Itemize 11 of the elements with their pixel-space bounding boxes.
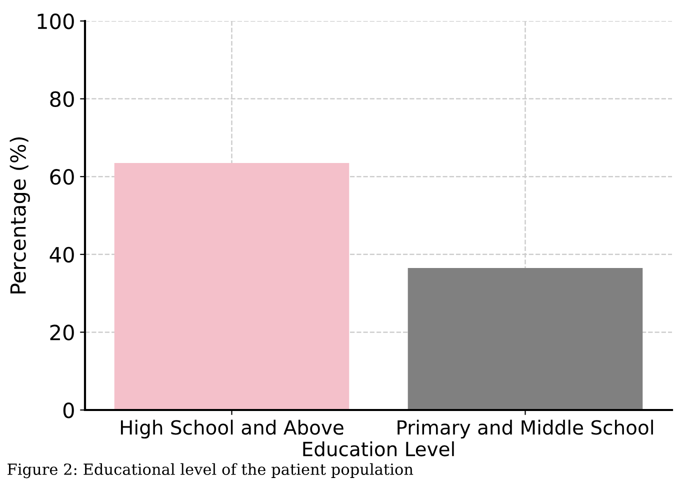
y-tick-label: 80 xyxy=(50,91,74,108)
y-axis-title: Percentage (%) xyxy=(10,137,30,294)
x-tick-label: Primary and Middle School xyxy=(398,420,653,439)
x-axis-title: Education Level xyxy=(303,441,454,456)
y-tick-label: 0 xyxy=(63,402,74,418)
y-tick-label: 100 xyxy=(38,13,74,30)
y-tick-label: 20 xyxy=(50,324,74,340)
y-tick-label: 60 xyxy=(50,169,74,185)
x-tick-label: High School and Above xyxy=(120,420,344,439)
caption: Figure 2: Educational level of the patient population xyxy=(8,463,414,478)
y-tick-label: 40 xyxy=(50,246,74,263)
